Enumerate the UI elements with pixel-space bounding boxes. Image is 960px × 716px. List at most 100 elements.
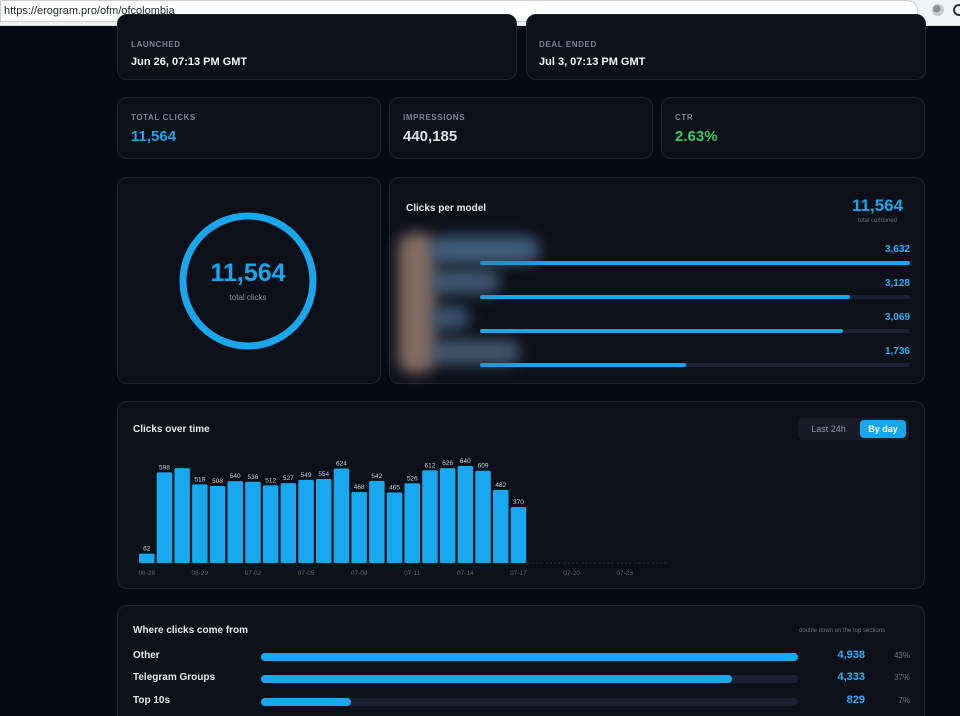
clicks-ring: 11,564 total clicks: [178, 211, 318, 351]
total-clicks-label: TOTAL CLICKS: [131, 113, 196, 122]
source-value: 4,333: [837, 671, 865, 683]
chart-tick-label: 06-29: [192, 570, 209, 577]
chart-tick-label: 07-14: [457, 570, 474, 577]
chart-tick-label: 07-08: [351, 570, 368, 577]
chart-data-label: 527: [283, 475, 294, 482]
chart-bar[interactable]: [369, 480, 385, 563]
chart-bar[interactable]: [174, 468, 190, 563]
model-avatar-blur: [398, 233, 436, 373]
chart-bar[interactable]: [316, 479, 332, 563]
model-click-value: 1,736: [884, 346, 910, 357]
source-label: Other: [133, 650, 160, 661]
impressions-label: IMPRESSIONS: [403, 113, 466, 122]
chart-data-label: 468: [354, 484, 365, 491]
model-bar-track: [480, 363, 910, 367]
chart-tick-label: 07-20: [563, 570, 580, 577]
chart-data-label: 512: [265, 477, 276, 484]
model-name-blur: [430, 270, 500, 294]
ring-caption: total clicks: [229, 293, 267, 302]
toggle-last-24h[interactable]: Last 24h: [811, 424, 846, 434]
model-name-blur: [430, 236, 540, 264]
ctr-value: 2.63%: [675, 128, 718, 145]
total-clicks-ring-card: 11,564 total clicks: [117, 177, 381, 384]
model-name-blur: [430, 306, 470, 330]
models-total-value: 11,564: [852, 196, 904, 215]
chart-tick-label: 06-26: [138, 570, 155, 577]
source-bar-fill: [261, 698, 352, 706]
chart-bar[interactable]: [262, 485, 279, 563]
source-bar-track: [261, 675, 798, 683]
chart-data-label: 624: [336, 460, 347, 467]
impressions-value: 440,185: [403, 128, 458, 145]
chart-bar[interactable]: [280, 483, 297, 563]
chart-data-label: 640: [460, 458, 471, 465]
clicks-over-time-card: Clicks over time Last 24h By day 62 598 51…: [117, 401, 925, 589]
chart-bar[interactable]: [333, 468, 350, 563]
chart-bar[interactable]: [439, 468, 456, 563]
source-value: 4,938: [837, 649, 865, 661]
clicks-per-model-card: Clicks per model 11,564 total combined 3…: [389, 177, 925, 384]
chart-bar[interactable]: [139, 553, 155, 563]
model-bar-fill: [480, 261, 910, 265]
source-label: Telegram Groups: [133, 672, 216, 683]
chart-bar[interactable]: [227, 481, 244, 563]
chart-data-label: 554: [318, 471, 329, 478]
deal-ended-value: Jul 3, 07:13 PM GMT: [539, 56, 646, 68]
ring-circle: [179, 212, 317, 350]
chart-bar[interactable]: [386, 492, 403, 563]
source-bar-fill: [261, 653, 798, 661]
chart-bar[interactable]: [192, 484, 208, 563]
chart-bar[interactable]: [457, 466, 474, 563]
source-percent: 37%: [893, 673, 910, 682]
click-sources-title: Where clicks come from: [133, 625, 249, 636]
ring-value: 11,564: [210, 259, 286, 287]
toggle-by-day[interactable]: By day: [860, 420, 906, 438]
model-bar-track: [480, 295, 910, 299]
chart-data-label: 598: [159, 464, 170, 471]
ctr-label: CTR: [675, 113, 694, 122]
source-bar-fill: [261, 675, 732, 683]
chart-data-label: 62: [143, 546, 151, 553]
click-sources-hint: double down on the top sections: [799, 628, 886, 634]
source-bar-track: [261, 698, 798, 706]
chart-bar[interactable]: [351, 492, 367, 563]
model-bar-fill: [480, 363, 686, 367]
profile-icon[interactable]: [932, 4, 944, 16]
chart-bar[interactable]: [422, 470, 438, 563]
chart-tick-label: 07-23: [616, 570, 633, 577]
chart-data-label: 609: [478, 463, 489, 470]
chart-bar[interactable]: [298, 479, 314, 563]
models-total-caption: total combined: [858, 218, 898, 224]
clicks-over-time-title: Clicks over time: [133, 424, 210, 435]
model-name-blur: [430, 340, 520, 364]
ring-graphic: [179, 212, 317, 350]
model-click-value: 3,069: [884, 312, 910, 323]
chart-data-label: 370: [513, 499, 524, 506]
chart-bar[interactable]: [510, 506, 527, 563]
chart-bar[interactable]: [245, 481, 261, 563]
total-clicks-value: 11,564: [131, 128, 177, 145]
chart-bar[interactable]: [404, 483, 421, 563]
source-label: Top 10s: [133, 695, 171, 706]
clicks-per-model-title: Clicks per model: [406, 203, 487, 214]
chart-bar[interactable]: [493, 489, 509, 563]
chart-data-label: 612: [425, 462, 436, 469]
launched-value: Jun 26, 07:13 PM GMT: [131, 56, 248, 68]
launched-label: LAUNCHED: [131, 40, 181, 49]
chart-data-label: 542: [371, 473, 382, 480]
model-click-value: 3,632: [884, 244, 910, 255]
chart-bar[interactable]: [156, 472, 173, 563]
chart-tick-label: 07-11: [404, 570, 421, 577]
model-bar-fill: [480, 295, 851, 299]
chart-data-label: 549: [301, 472, 312, 479]
chart-data-label: 519: [194, 476, 205, 483]
chart-tick-label: 07-02: [245, 570, 262, 577]
reload-icon[interactable]: [953, 4, 960, 16]
model-bar-track: [480, 261, 910, 265]
dashboard: LAUNCHED Jun 26, 07:13 PM GMT DEAL ENDED…: [0, 14, 960, 716]
source-percent: 43%: [893, 651, 910, 660]
impressions-card: IMPRESSIONS 440,185: [389, 97, 653, 159]
chart-bar[interactable]: [209, 486, 226, 563]
chart-bar[interactable]: [475, 470, 491, 563]
launched-card: LAUNCHED Jun 26, 07:13 PM GMT: [117, 14, 517, 80]
